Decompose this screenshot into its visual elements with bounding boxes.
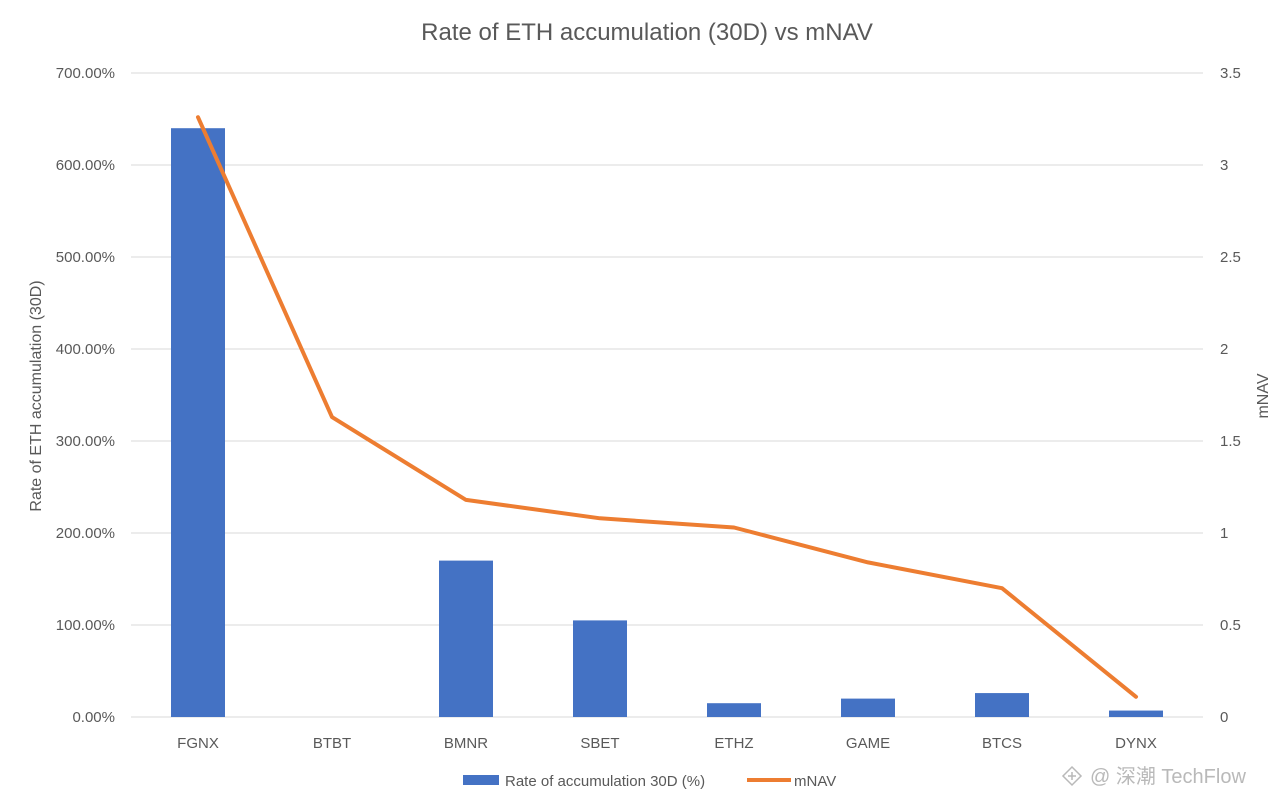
right-tick-label: 3 xyxy=(1220,157,1228,174)
chart-title: Rate of ETH accumulation (30D) vs mNAV xyxy=(421,19,873,46)
right-tick-label: 3.5 xyxy=(1220,65,1241,82)
left-axis-title: Rate of ETH accumulation (30D) xyxy=(28,280,45,511)
left-axis-ticks: 0.00% 100.00% 200.00% 300.00% 400.00% 500.00%… xyxy=(56,65,115,726)
techflow-logo-icon xyxy=(1061,765,1083,787)
left-tick-label: 600.00% xyxy=(56,157,115,174)
x-tick-label: FGNX xyxy=(177,735,219,752)
bar-ethz xyxy=(707,703,761,717)
right-tick-label: 2 xyxy=(1220,341,1228,358)
watermark-text: @ 深潮 TechFlow xyxy=(1090,765,1246,788)
x-tick-label: GAME xyxy=(846,735,890,752)
left-tick-label: 500.00% xyxy=(56,249,115,266)
left-tick-label: 300.00% xyxy=(56,433,115,450)
bar-bmnr xyxy=(439,560,493,717)
right-tick-label: 2.5 xyxy=(1220,249,1241,266)
legend-bar-label: Rate of accumulation 30D (%) xyxy=(505,773,705,790)
x-tick-label: DYNX xyxy=(1115,735,1157,752)
x-tick-label: BTBT xyxy=(313,735,351,752)
left-tick-label: 200.00% xyxy=(56,525,115,542)
grid-lines xyxy=(131,72,1203,718)
left-tick-label: 100.00% xyxy=(56,617,115,634)
right-axis-title: mNAV xyxy=(1255,373,1272,418)
x-tick-label: BMNR xyxy=(444,735,488,752)
left-tick-label: 700.00% xyxy=(56,65,115,82)
legend-line-label: mNAV xyxy=(794,773,836,790)
bar-fgnx xyxy=(171,128,225,717)
x-tick-label: BTCS xyxy=(982,735,1022,752)
mnav-line xyxy=(196,115,1138,699)
line-series xyxy=(196,115,1138,699)
bar-sbet xyxy=(573,620,627,717)
bar-dynx xyxy=(1109,710,1163,717)
bar-series xyxy=(171,128,1163,717)
x-tick-label: ETHZ xyxy=(714,735,753,752)
legend-bar-swatch xyxy=(463,775,499,785)
left-tick-label: 400.00% xyxy=(56,341,115,358)
bar-btcs xyxy=(975,693,1029,717)
left-tick-label: 0.00% xyxy=(72,709,115,726)
right-tick-label: 1.5 xyxy=(1220,433,1241,450)
right-tick-label: 1 xyxy=(1220,525,1228,542)
right-tick-label: 0 xyxy=(1220,709,1228,726)
right-tick-label: 0.5 xyxy=(1220,617,1241,634)
watermark: @ 深潮 TechFlow xyxy=(1061,765,1246,788)
x-tick-label: SBET xyxy=(580,735,619,752)
right-axis-ticks: 0 0.5 1 1.5 2 2.5 3 3.5 xyxy=(1220,65,1241,726)
legend: Rate of accumulation 30D (%) mNAV xyxy=(463,773,836,790)
x-axis-ticks: FGNX BTBT BMNR SBET ETHZ GAME BTCS DYNX xyxy=(177,735,1157,752)
bar-game xyxy=(841,698,895,717)
